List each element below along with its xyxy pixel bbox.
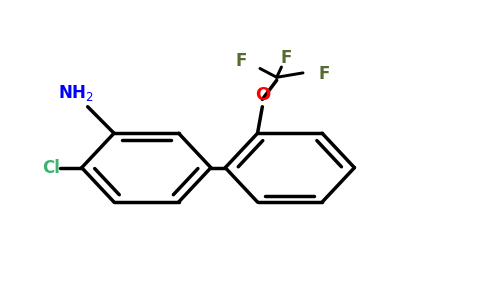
Text: F: F (235, 52, 246, 70)
Text: F: F (319, 65, 330, 83)
Text: NH$_2$: NH$_2$ (58, 83, 93, 103)
Text: O: O (255, 86, 270, 104)
Text: Cl: Cl (42, 159, 60, 177)
Text: F: F (281, 49, 292, 67)
